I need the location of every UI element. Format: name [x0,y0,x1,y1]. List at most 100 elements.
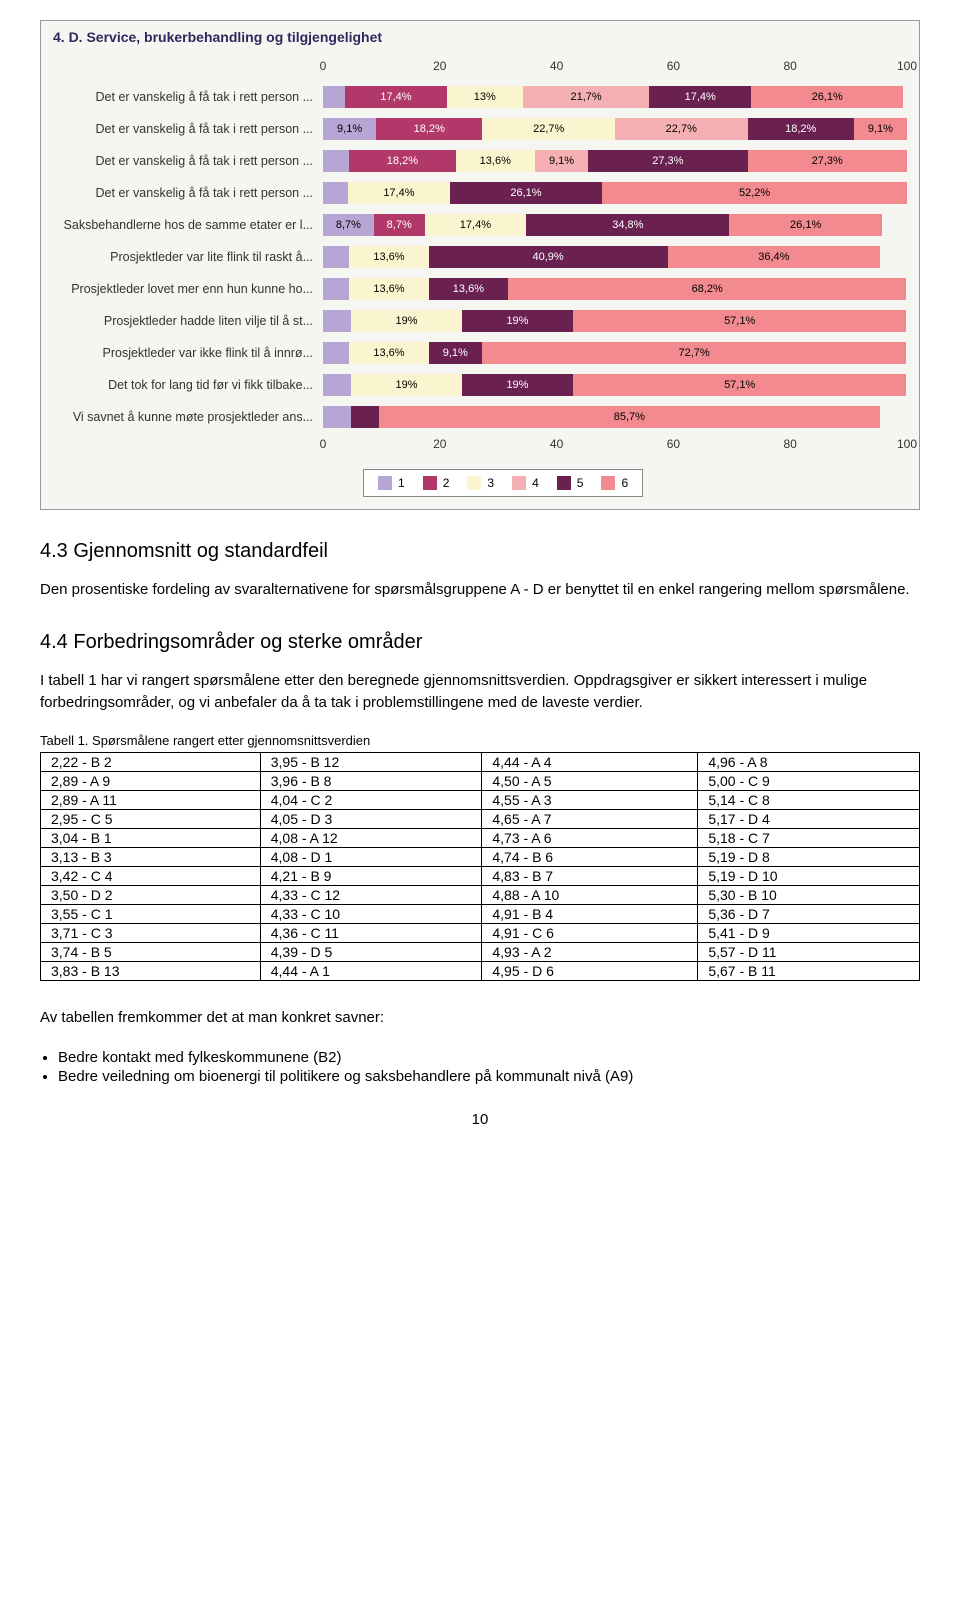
chart-row: Prosjektleder var ikke flink til å innrø… [53,337,907,369]
axis-top: 020406080100 [323,59,907,77]
row-label: Det er vanskelig å få tak i rett person … [53,154,323,168]
bar-segment: 17,4% [345,86,447,108]
bar-segment: 19% [462,310,573,332]
table-row: 3,42 - C 44,21 - B 94,83 - B 75,19 - D 1… [41,867,920,886]
bar-segment: 36,4% [668,246,881,268]
legend-label: 2 [443,476,450,490]
chart-row: Det er vanskelig å få tak i rett person … [53,81,907,113]
bar-segment [323,374,351,396]
bar-segment: 19% [351,310,462,332]
bar-segment: 13,6% [349,278,428,300]
table-cell: 3,55 - C 1 [41,905,261,924]
axis-tick: 60 [667,437,680,451]
legend-item: 4 [512,476,539,490]
section-44-para: I tabell 1 har vi rangert spørsmålene et… [40,670,920,714]
table-row: 3,71 - C 34,36 - C 114,91 - C 65,41 - D … [41,924,920,943]
axis-tick: 0 [320,59,327,73]
axis-tick: 20 [433,59,446,73]
table-cell: 4,73 - A 6 [482,829,698,848]
legend-swatch [378,476,392,490]
table-cell: 4,33 - C 12 [260,886,482,905]
table-cell: 5,18 - C 7 [698,829,920,848]
table-cell: 4,74 - B 6 [482,848,698,867]
table-cell: 4,33 - C 10 [260,905,482,924]
section-44-heading: 4.4 Forbedringsområder og sterke områder [40,631,920,654]
table-cell: 4,50 - A 5 [482,772,698,791]
table-cell: 5,36 - D 7 [698,905,920,924]
table-row: 3,55 - C 14,33 - C 104,91 - B 45,36 - D … [41,905,920,924]
table-cell: 4,55 - A 3 [482,791,698,810]
table-cell: 4,04 - C 2 [260,791,482,810]
table-cell: 5,19 - D 8 [698,848,920,867]
bar-segment [323,342,349,364]
table-cell: 2,22 - B 2 [41,753,261,772]
chart-row: Prosjektleder var lite flink til raskt å… [53,241,907,273]
bar-segment: 18,2% [376,118,482,140]
row-bar: 19%19%57,1% [323,310,907,332]
table-row: 2,89 - A 114,04 - C 24,55 - A 35,14 - C … [41,791,920,810]
row-bar: 13,6%9,1%72,7% [323,342,907,364]
bar-segment: 9,1% [854,118,907,140]
legend-swatch [557,476,571,490]
chart-row: Prosjektleder lovet mer enn hun kunne ho… [53,273,907,305]
row-bar: 85,7% [323,406,907,428]
table-cell: 2,89 - A 11 [41,791,261,810]
table-row: 3,74 - B 54,39 - D 54,93 - A 25,57 - D 1… [41,943,920,962]
legend-item: 3 [467,476,494,490]
page-number: 10 [40,1111,920,1128]
bar-segment: 68,2% [508,278,906,300]
axis-tick: 100 [897,437,917,451]
table-cell: 4,44 - A 1 [260,962,482,981]
table-row: 3,50 - D 24,33 - C 124,88 - A 105,30 - B… [41,886,920,905]
axis-tick: 60 [667,59,680,73]
bar-segment: 34,8% [526,214,729,236]
bar-segment: 8,7% [374,214,425,236]
bar-segment: 13% [447,86,523,108]
legend-swatch [467,476,481,490]
row-bar: 13,6%13,6%68,2% [323,278,907,300]
table-row: 3,83 - B 134,44 - A 14,95 - D 65,67 - B … [41,962,920,981]
row-label: Saksbehandlerne hos de samme etater er l… [53,218,323,232]
table-cell: 4,65 - A 7 [482,810,698,829]
legend-label: 3 [487,476,494,490]
table-cell: 3,74 - B 5 [41,943,261,962]
bar-segment: 26,1% [751,86,903,108]
bar-segment: 52,2% [602,182,907,204]
axis-bottom: 020406080100 [323,437,907,455]
chart-row: Det er vanskelig å få tak i rett person … [53,177,907,209]
table-cell: 4,21 - B 9 [260,867,482,886]
bar-segment: 13,6% [349,342,428,364]
table-cell: 4,36 - C 11 [260,924,482,943]
bar-segment: 21,7% [523,86,650,108]
table-cell: 2,95 - C 5 [41,810,261,829]
axis-tick: 100 [897,59,917,73]
bar-segment: 27,3% [748,150,907,172]
table-cell: 4,83 - B 7 [482,867,698,886]
row-bar: 19%19%57,1% [323,374,907,396]
row-label: Prosjektleder lovet mer enn hun kunne ho… [53,282,323,296]
legend-swatch [601,476,615,490]
bar-segment: 13,6% [429,278,508,300]
table-cell: 5,19 - D 10 [698,867,920,886]
table-cell: 4,44 - A 4 [482,753,698,772]
row-label: Vi savnet å kunne møte prosjektleder ans… [53,410,323,424]
chart-row: Det er vanskelig å få tak i rett person … [53,113,907,145]
legend-label: 4 [532,476,539,490]
table-cell: 2,89 - A 9 [41,772,261,791]
table-cell: 4,91 - B 4 [482,905,698,924]
table-cell: 5,57 - D 11 [698,943,920,962]
table-row: 2,89 - A 93,96 - B 84,50 - A 55,00 - C 9 [41,772,920,791]
table-cell: 3,42 - C 4 [41,867,261,886]
table-row: 2,95 - C 54,05 - D 34,65 - A 75,17 - D 4 [41,810,920,829]
ranking-table: 2,22 - B 23,95 - B 124,44 - A 44,96 - A … [40,752,920,981]
legend-item: 5 [557,476,584,490]
axis-tick: 40 [550,59,563,73]
list-item: Bedre veiledning om bioenergi til politi… [58,1068,920,1085]
table-cell: 4,91 - C 6 [482,924,698,943]
row-label: Prosjektleder var lite flink til raskt å… [53,250,323,264]
axis-tick: 80 [784,437,797,451]
axis-tick: 20 [433,437,446,451]
row-label: Det er vanskelig å få tak i rett person … [53,122,323,136]
chart-row: Vi savnet å kunne møte prosjektleder ans… [53,401,907,433]
table-cell: 3,83 - B 13 [41,962,261,981]
